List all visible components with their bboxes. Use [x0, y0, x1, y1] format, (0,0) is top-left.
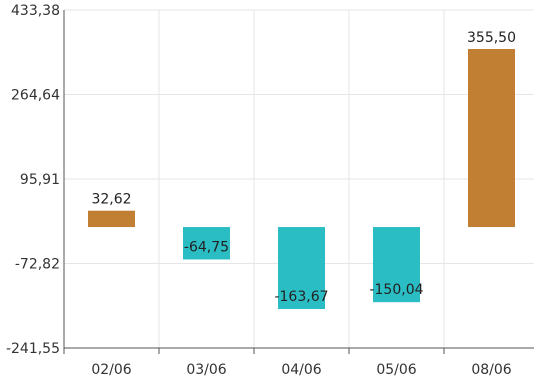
- bar-08-06: [468, 49, 515, 228]
- bars: [88, 49, 515, 309]
- bar-03-06: [183, 227, 230, 260]
- data-label: -64,75: [184, 239, 229, 255]
- axes: 433,38 264,64 95,91 -72,82 -241,55 02/06 03/06…: [6, 3, 534, 378]
- y-tick-label: 264,64: [11, 88, 60, 104]
- y-tick-label: 95,91: [20, 172, 60, 188]
- x-tick-label: 04/06: [281, 362, 321, 378]
- x-tick-label: 05/06: [376, 362, 416, 378]
- data-labels: 32,62 -64,75 -163,67 -150,04 355,50: [91, 30, 516, 305]
- data-label: 32,62: [91, 192, 131, 208]
- x-tick-label: 03/06: [186, 362, 226, 378]
- data-label: -150,04: [369, 282, 423, 298]
- y-tick-label: -241,55: [6, 341, 60, 357]
- x-tick-label: 02/06: [91, 362, 131, 378]
- y-tick-label: -72,82: [15, 257, 60, 273]
- bar-04-06: [278, 227, 325, 309]
- data-label: -163,67: [274, 289, 328, 305]
- bar-02-06: [88, 210, 135, 228]
- x-tick-label: 08/06: [471, 362, 511, 378]
- y-tick-label: 433,38: [11, 3, 60, 19]
- bar-05-06: [373, 227, 420, 303]
- data-label: 355,50: [467, 30, 516, 46]
